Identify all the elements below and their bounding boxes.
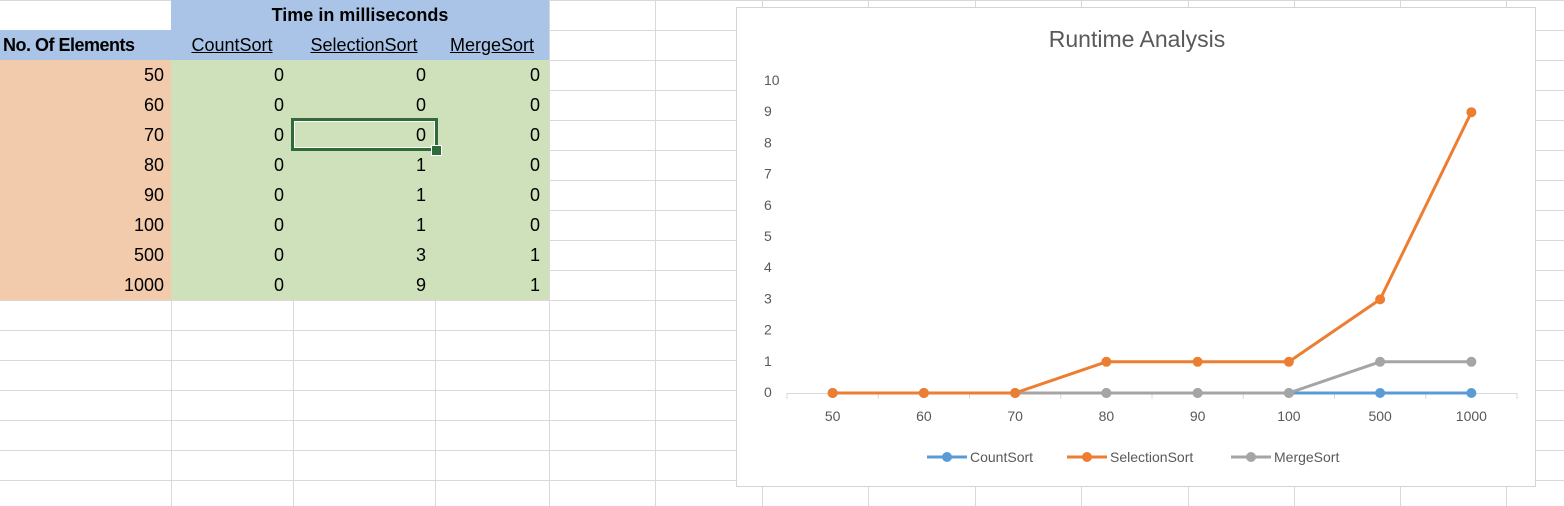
data-point-selectionsort [1101,356,1112,367]
y-tick-label: 3 [764,290,772,306]
table-cell-mergesort[interactable]: 0 [435,210,549,240]
table-cell-selectionsort[interactable]: 1 [293,150,435,180]
y-tick-label: 0 [764,384,772,400]
data-point-selectionsort [1283,356,1294,367]
active-cell-selection[interactable] [291,118,438,151]
data-point-mergesort [1466,356,1477,367]
table-cell-selectionsort[interactable]: 0 [293,60,435,90]
table-cell-elements[interactable]: 90 [0,180,171,210]
data-point-selectionsort [827,388,838,398]
y-tick-label: 8 [764,134,772,150]
table-cell-elements[interactable]: 60 [0,90,171,120]
x-tick-label: 90 [1190,408,1206,424]
table-cell-countsort[interactable]: 0 [171,150,293,180]
table-cell-elements[interactable]: 500 [0,240,171,270]
table-cell-mergesort[interactable]: 0 [435,120,549,150]
table-cell-countsort[interactable]: 0 [171,240,293,270]
column-header-countsort[interactable]: CountSort [171,30,293,60]
chart-title: Runtime Analysis [1049,26,1225,52]
table-cell-countsort[interactable]: 0 [171,180,293,210]
series-line-mergesort [831,360,1473,395]
table-cell-selectionsort[interactable]: 1 [293,180,435,210]
x-tick-label: 500 [1368,408,1392,424]
column-header-mergesort[interactable]: MergeSort [435,30,549,60]
data-point-countsort [1375,388,1386,398]
table-cell-selectionsort-selected[interactable]: 0 [293,120,435,150]
table-cell-countsort[interactable]: 0 [171,120,293,150]
data-point-selectionsort [1010,388,1021,398]
fill-handle[interactable] [431,145,442,156]
row-header-label[interactable]: No. Of Elements [0,30,171,60]
y-tick-label: 9 [764,103,772,119]
table-cell-mergesort[interactable]: 1 [435,240,549,270]
legend-label-selectionsort: SelectionSort [1110,449,1193,465]
table-cell-selectionsort[interactable]: 1 [293,210,435,240]
data-point-mergesort [1283,388,1294,398]
legend-marker-countsort [942,452,952,462]
x-tick-label: 100 [1277,408,1301,424]
table-cell-countsort[interactable]: 0 [171,270,293,300]
legend-marker-selectionsort [1082,452,1092,462]
y-tick-label: 1 [764,353,772,369]
data-point-selectionsort [918,388,929,398]
table-cell-mergesort[interactable]: 0 [435,150,549,180]
x-tick-label: 80 [1099,408,1115,424]
data-point-mergesort [1375,356,1386,367]
series-line-selectionsort [831,110,1473,395]
table-cell-mergesort[interactable]: 0 [435,60,549,90]
y-tick-label: 6 [764,197,772,213]
y-tick-label: 2 [764,322,772,338]
table-cell-selectionsort[interactable]: 0 [293,90,435,120]
y-tick-label: 7 [764,166,772,182]
chart-area[interactable]: Runtime Analysis 0 1 2 3 4 5 6 7 8 9 10 50 60 70 80 90 10… [736,7,1536,487]
table-cell-elements[interactable]: 70 [0,120,171,150]
table-cell-mergesort[interactable]: 1 [435,270,549,300]
data-point-countsort [1466,388,1477,398]
y-tick-label: 4 [764,259,772,275]
table-cell-mergesort[interactable]: 0 [435,90,549,120]
line-chart: Runtime Analysis 0 1 2 3 4 5 6 7 8 9 10 50 60 70 80 90 10… [764,26,1518,465]
table-cell-elements[interactable]: 100 [0,210,171,240]
table-cell-selectionsort[interactable]: 9 [293,270,435,300]
table-cell-countsort[interactable]: 0 [171,60,293,90]
data-point-selectionsort [1375,294,1386,305]
group-header[interactable]: Time in milliseconds [171,0,549,30]
x-tick-label: 70 [1007,408,1023,424]
data-point-selectionsort [1466,107,1477,118]
data-point-mergesort [1101,388,1112,398]
x-tick-label: 60 [916,408,932,424]
table-cell-countsort[interactable]: 0 [171,90,293,120]
legend-label-countsort: CountSort [970,449,1033,465]
y-tick-label: 5 [764,228,772,244]
data-point-selectionsort [1192,356,1203,367]
table-cell-countsort[interactable]: 0 [171,210,293,240]
table-cell-selectionsort[interactable]: 3 [293,240,435,270]
column-header-selectionsort[interactable]: SelectionSort [293,30,435,60]
x-tick-label: 1000 [1456,408,1487,424]
legend-label-mergesort: MergeSort [1274,449,1339,465]
x-tick-label: 50 [825,408,841,424]
y-tick-label: 10 [764,72,780,88]
legend-marker-mergesort [1246,452,1256,462]
data-point-mergesort [1192,388,1203,398]
table-cell-elements[interactable]: 1000 [0,270,171,300]
table-cell-elements[interactable]: 80 [0,150,171,180]
table-cell-elements[interactable]: 50 [0,60,171,90]
table-cell-mergesort[interactable]: 0 [435,180,549,210]
